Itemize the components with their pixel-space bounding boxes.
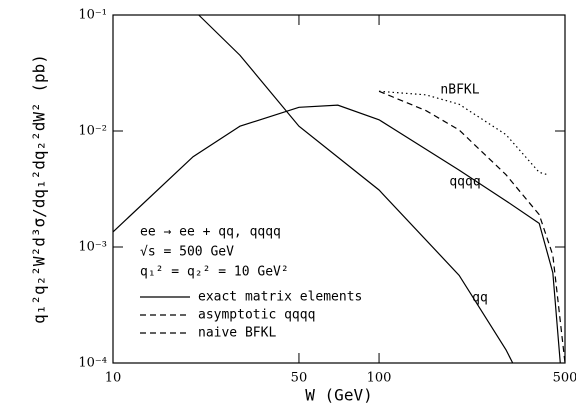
curve-label: qq	[472, 291, 488, 306]
legend-label: asymptotic qqqq	[198, 308, 315, 323]
x-tick-label: 500	[553, 371, 576, 386]
x-tick-label: 100	[367, 371, 392, 386]
annotation: √s = 500 GeV	[140, 245, 234, 260]
x-tick-label: 10	[105, 371, 122, 386]
legend-label: naive BFKL	[198, 326, 276, 341]
annotation: ee → ee + qq, qqqq	[140, 225, 281, 240]
x-axis-label: W (GeV)	[305, 386, 372, 405]
legend-label: exact matrix elements	[198, 290, 362, 305]
curve	[112, 104, 561, 364]
curve	[378, 90, 566, 364]
curve-label: qqqq	[449, 175, 480, 190]
y-axis-label: q₁²q₂²W²d³σ/dq₁²dq₂²dW² (pb)	[30, 54, 49, 324]
plot-frame	[112, 14, 566, 364]
x-tick-label: 50	[291, 371, 308, 386]
y-tick-label: 10⁻¹	[78, 8, 107, 23]
curve-label: nBFKL	[440, 83, 479, 98]
y-tick-label: 10⁻⁴	[78, 356, 107, 371]
y-tick-label: 10⁻²	[78, 124, 107, 139]
y-tick-label: 10⁻³	[78, 240, 107, 255]
curve	[378, 90, 548, 176]
annotation: q₁² = q₂² = 10 GeV²	[140, 265, 289, 280]
curve	[198, 14, 514, 364]
